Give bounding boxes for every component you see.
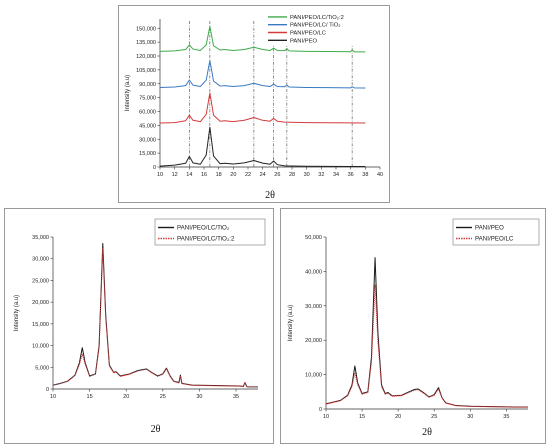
y-tick-label: 20,000 (305, 338, 322, 344)
x-tick-label: 20 (395, 414, 401, 420)
y-axis-title: Intensity (a.u) (288, 305, 294, 341)
legend-box (154, 218, 266, 246)
y-tick-label: 10,000 (305, 373, 322, 379)
y-tick-label: 15,000 (32, 322, 49, 328)
x-tick-label: 38 (362, 172, 368, 178)
chart-tio2-compare: 10 15 20 25 30 35 0 5,000 10,000 15,000 20,000 25,0… (14, 218, 266, 435)
y-tick-label: 45,000 (139, 123, 156, 129)
y-tick-label: 35,000 (32, 235, 49, 241)
x-tick-label: 35 (503, 414, 509, 420)
series-line-0 (325, 257, 528, 408)
chart-stacked-xrd: 10 12 14 16 18 20 22 24 26 28 30 32 34 36 38 40 0 15,000 3… (125, 10, 383, 201)
x-axis-title: 2θ (422, 427, 432, 438)
legend-label: PANI/PEO (290, 38, 317, 44)
y-tick-label: 30,000 (32, 257, 49, 263)
y-tick-label: 0 (46, 387, 49, 393)
x-tick-label: 34 (333, 172, 339, 178)
x-tick-label: 20 (230, 172, 236, 178)
y-tick-label: 30,000 (305, 304, 322, 310)
y-tick-label: 50,000 (305, 235, 322, 241)
legend-label: PANI/PEO/LC/TiO₂:2 (177, 236, 235, 243)
series-line-2 (159, 92, 366, 124)
chart-panel-stacked-xrd: 10 12 14 16 18 20 22 24 26 28 30 32 34 36 38 40 0 15,000 3… (118, 5, 390, 203)
x-tick-label: 26 (274, 172, 280, 178)
x-tick-label: 30 (304, 172, 310, 178)
y-tick-label: 25,000 (32, 278, 49, 284)
legend-label: PANI/PEO/LC (290, 31, 326, 37)
x-axis-title: 2θ (265, 190, 275, 201)
legend-box (452, 218, 540, 246)
y-tick-label: 120,000 (136, 54, 156, 60)
x-tick-label: 15 (359, 414, 365, 420)
y-tick-label: 15,000 (139, 151, 156, 157)
y-tick-label: 75,000 (139, 96, 156, 102)
y-axis-title: Intensity (a.u) (14, 295, 20, 331)
y-tick-label: 135,000 (136, 40, 156, 46)
x-axis-title: 2θ (151, 424, 161, 435)
legend-label: PANI/PEO (475, 225, 504, 232)
x-tick-label: 22 (245, 172, 251, 178)
y-tick-label: 20,000 (32, 300, 49, 306)
chart-panel-tio2-compare: 10 15 20 25 30 35 0 5,000 10,000 15,000 20,000 25,0… (4, 208, 274, 444)
x-tick-label: 10 (50, 394, 56, 400)
y-tick-label: 0 (153, 165, 156, 171)
y-tick-label: 105,000 (136, 68, 156, 74)
series-line-3 (159, 126, 366, 167)
x-tick-label: 30 (196, 394, 202, 400)
x-tick-label: 30 (467, 414, 473, 420)
y-tick-label: 150,000 (136, 26, 156, 32)
x-tick-label: 35 (233, 394, 239, 400)
x-tick-label: 28 (289, 172, 295, 178)
x-tick-label: 12 (172, 172, 178, 178)
legend-label: PANI/PEO/LC/TiO₂ (177, 225, 230, 232)
y-axis-title: Intensity (a.u) (125, 75, 131, 111)
x-tick-label: 14 (186, 172, 192, 178)
x-tick-label: 25 (431, 414, 437, 420)
y-tick-label: 40,000 (305, 269, 322, 275)
x-tick-label: 36 (348, 172, 354, 178)
x-tick-label: 10 (323, 414, 329, 420)
x-tick-label: 10 (157, 172, 163, 178)
series-line-1 (159, 60, 366, 89)
series-line-1 (52, 247, 258, 388)
x-tick-label: 25 (160, 394, 166, 400)
series-line-0 (52, 243, 258, 388)
y-tick-label: 10,000 (32, 344, 49, 350)
x-tick-label: 18 (216, 172, 222, 178)
legend-box (265, 10, 383, 46)
series-line-0 (159, 25, 366, 53)
y-tick-label: 30,000 (139, 137, 156, 143)
x-tick-label: 20 (123, 394, 129, 400)
series-line-1 (325, 284, 528, 408)
chart-lc-compare: 10 15 20 25 30 35 0 10,000 20,000 30,000 40,000 50,… (288, 218, 540, 438)
legend-label: PANI/PEO/LC (475, 236, 514, 243)
y-tick-label: 0 (319, 407, 322, 413)
chart-panel-lc-compare: 10 15 20 25 30 35 0 10,000 20,000 30,000 40,000 50,… (280, 208, 546, 444)
x-tick-label: 40 (377, 172, 383, 178)
x-tick-label: 15 (87, 394, 93, 400)
y-tick-label: 60,000 (139, 110, 156, 116)
x-tick-label: 16 (201, 172, 207, 178)
y-tick-label: 90,000 (139, 82, 156, 88)
x-tick-label: 24 (260, 172, 266, 178)
y-tick-label: 5,000 (35, 365, 49, 371)
x-tick-label: 32 (318, 172, 324, 178)
legend-label: PANI/PEO/LC/TiO₂:2 (290, 15, 344, 21)
legend-label: PANI/PEO/LC/ TiO₂ (290, 23, 340, 29)
